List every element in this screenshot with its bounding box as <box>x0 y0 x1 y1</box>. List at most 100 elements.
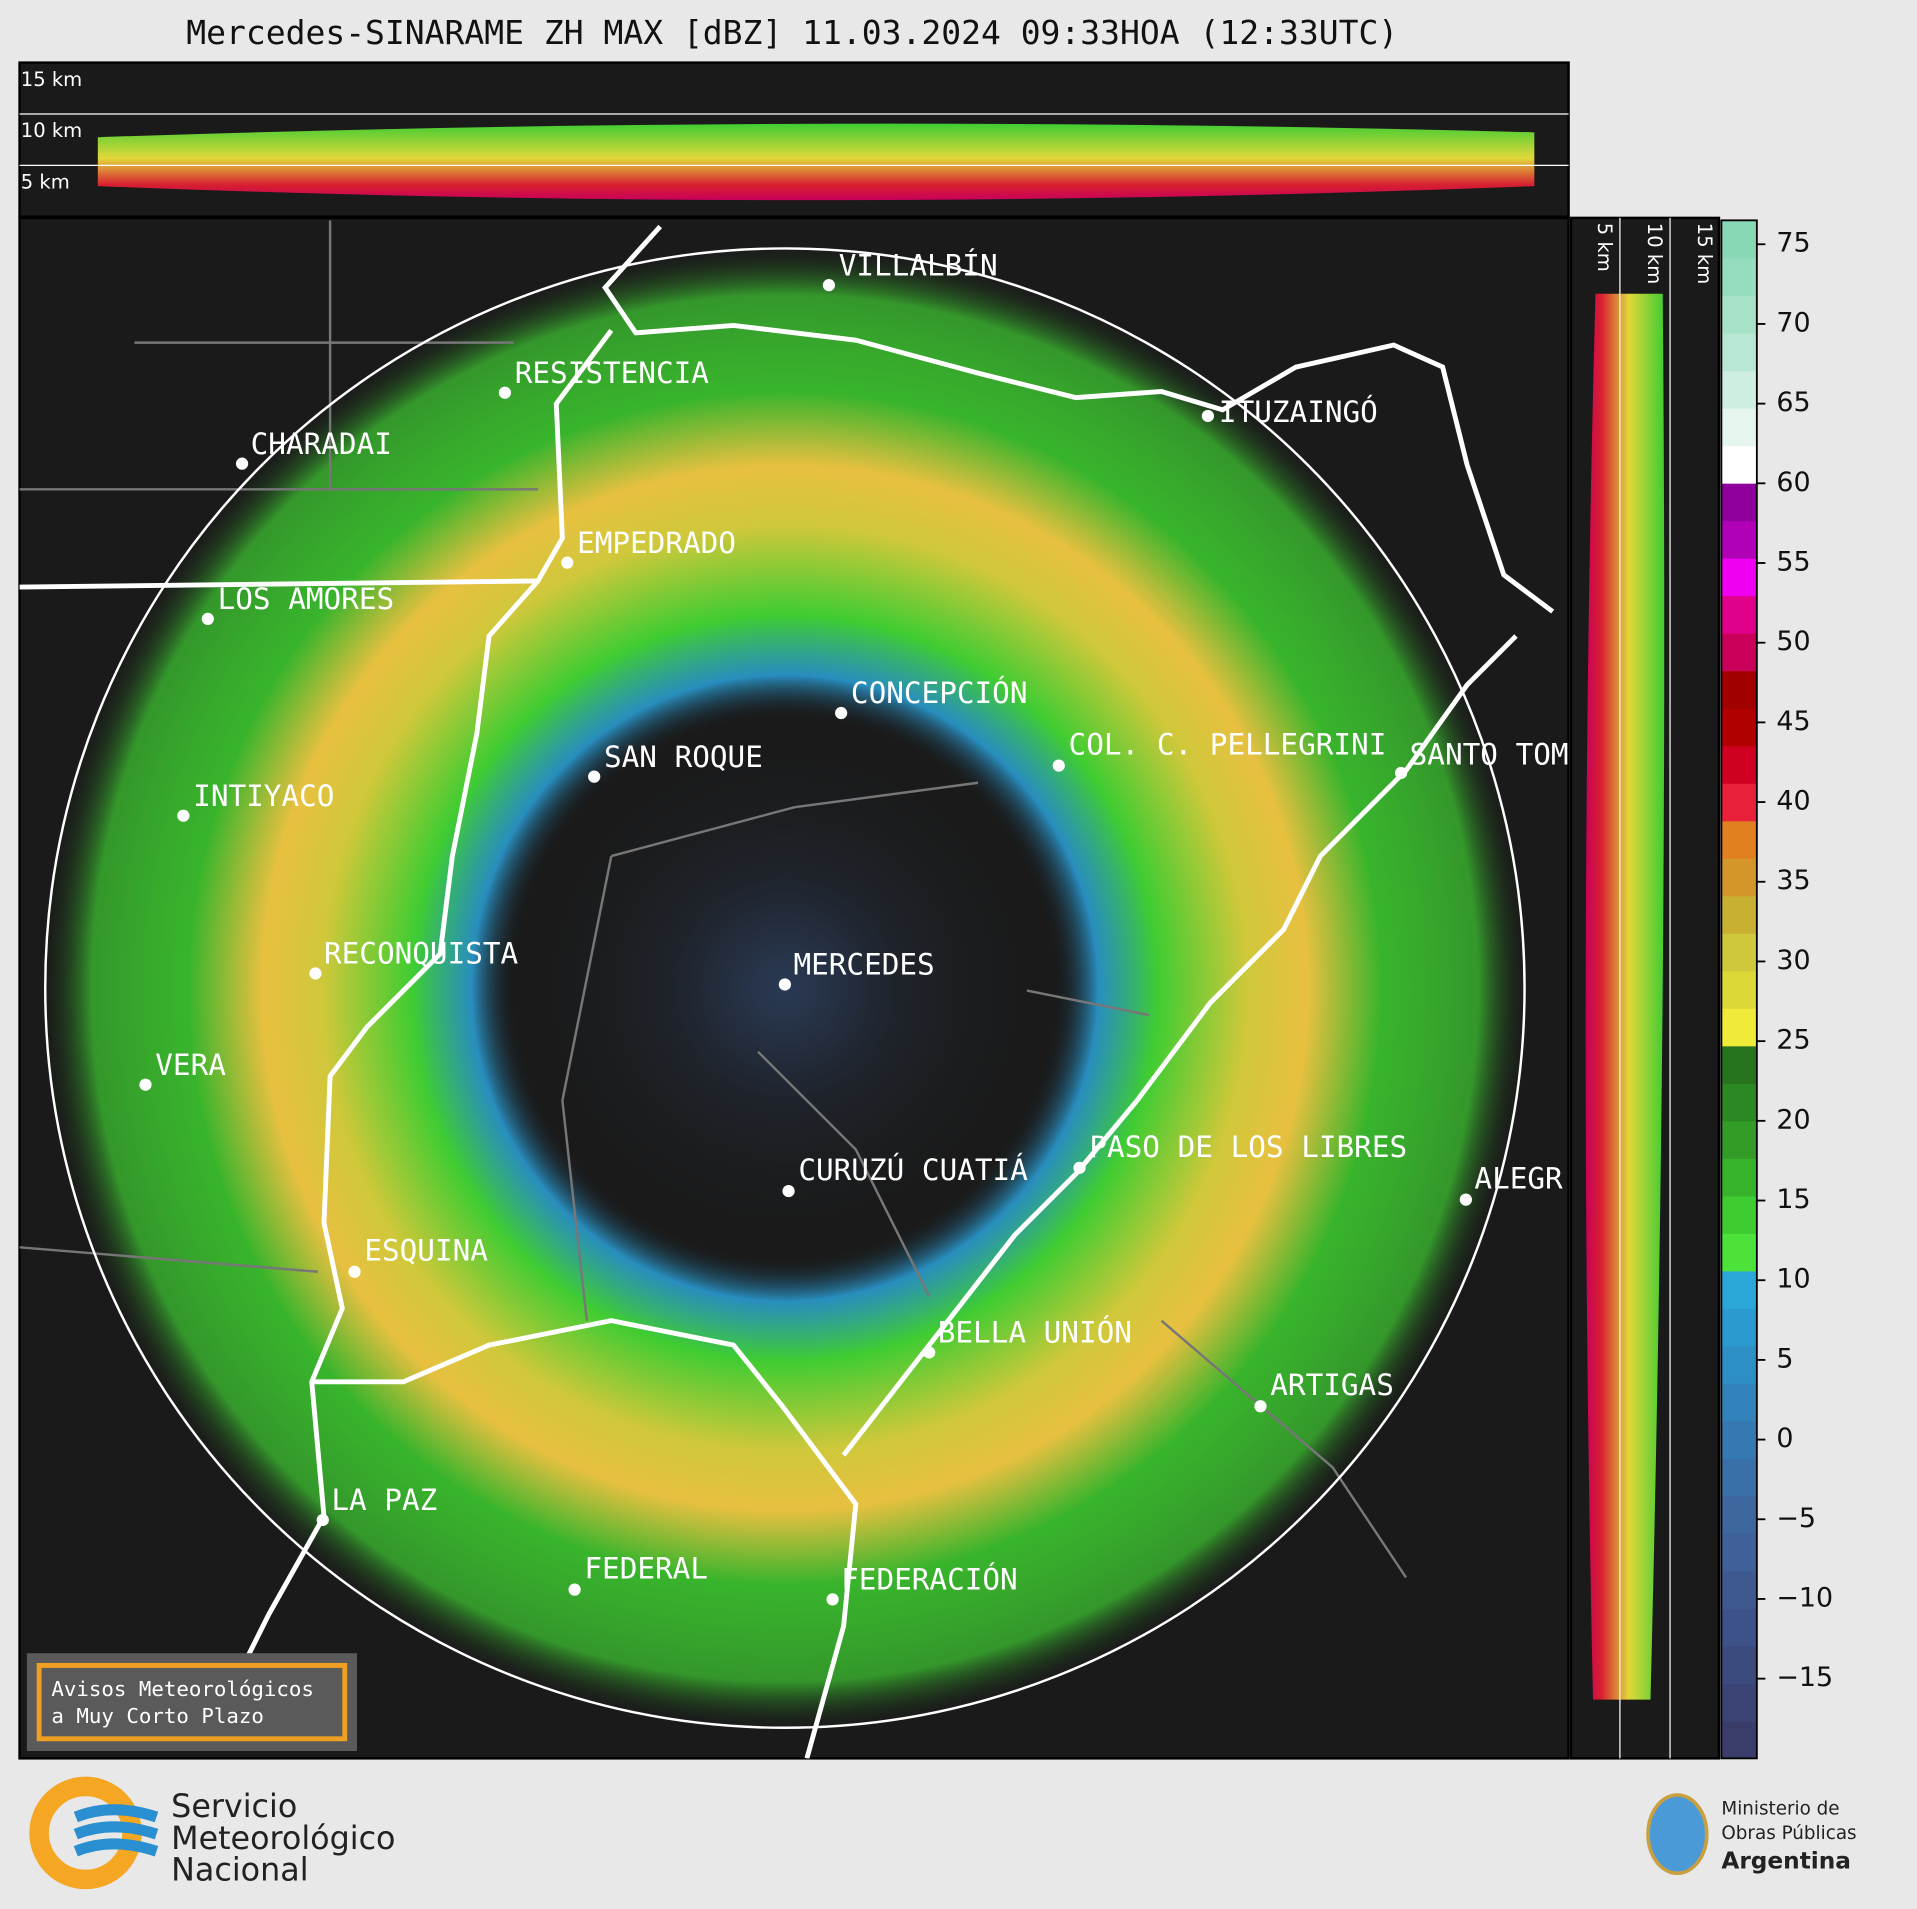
colorbar-band <box>1721 1308 1757 1347</box>
colorbar-band <box>1721 632 1757 672</box>
colorbar-band <box>1721 220 1757 259</box>
city-dot <box>778 978 792 991</box>
warning-box-bg <box>26 1653 357 1752</box>
colorbar-tick-label: −15 <box>1776 1662 1833 1693</box>
colorbar-band <box>1721 295 1757 334</box>
city-label: INTIYACO <box>193 779 334 813</box>
logo-text: Servicio <box>171 1789 297 1825</box>
warning-text: a Muy Corto Plazo <box>51 1704 264 1728</box>
city-dot <box>588 770 601 783</box>
colorbar-band <box>1721 670 1757 709</box>
colorbar-tick-label: 45 <box>1776 706 1810 737</box>
city-dot <box>348 1265 361 1278</box>
colorbar-band <box>1721 407 1757 447</box>
cities: VILLALBÍN RESISTENCIA CHARADAI EMPEDRADO… <box>139 247 1569 1606</box>
colorbar-band <box>1721 1270 1757 1309</box>
colorbar-band <box>1721 257 1757 297</box>
colorbar-tick-label: 10 <box>1776 1264 1810 1295</box>
colorbar-tick-label: 70 <box>1776 307 1810 338</box>
colorbar-band <box>1721 520 1757 559</box>
warning-text: Avisos Meteorológicos <box>51 1677 314 1701</box>
colorbar-band <box>1721 1045 1757 1084</box>
city-dot <box>177 809 190 822</box>
colorbar-band <box>1721 557 1757 597</box>
colorbar-band <box>1721 820 1757 859</box>
city-label: VILLALBÍN <box>839 247 998 282</box>
range-ring <box>44 247 1526 1730</box>
km-label: 15 km <box>21 68 82 91</box>
colorbar-tick-label: 30 <box>1776 945 1810 976</box>
colorbar-band <box>1721 332 1757 372</box>
city-dot <box>561 556 574 569</box>
logo-text: Meteorológico <box>171 1821 395 1857</box>
city-label: FEDERACIÓN <box>841 1561 1018 1597</box>
km-label: 10 km <box>21 119 82 142</box>
city-label: BELLA UNIÓN <box>938 1314 1132 1350</box>
map-layer: VILLALBÍN RESISTENCIA CHARADAI EMPEDRADO… <box>19 220 1569 1759</box>
city-dot <box>568 1583 581 1596</box>
top-echo <box>97 123 1535 201</box>
city-label: EMPEDRADO <box>577 526 736 560</box>
colorbar-band <box>1721 1458 1757 1497</box>
colorbar-band <box>1721 1008 1757 1047</box>
logo-text: Ministerio de <box>1721 1799 1839 1820</box>
colorbar-tick-label: 15 <box>1776 1184 1810 1215</box>
colorbar-band <box>1721 1683 1757 1722</box>
city-dot <box>235 457 249 470</box>
km-label: 10 km <box>1643 223 1666 284</box>
colorbar-band <box>1721 1533 1757 1572</box>
colorbar-band <box>1721 1083 1757 1122</box>
colorbar-band <box>1721 1120 1757 1159</box>
colorbar-band <box>1721 1608 1757 1647</box>
colorbar-tick-label: −10 <box>1776 1582 1833 1613</box>
city-label: RESISTENCIA <box>515 356 710 390</box>
city-dot <box>309 967 322 980</box>
colorbar-band <box>1721 783 1757 822</box>
city-dot <box>1459 1193 1472 1206</box>
city-label: RECONQUISTA <box>324 937 519 971</box>
city-label: CHARADAI <box>251 427 392 461</box>
title: Mercedes-SINARAME ZH MAX [dBZ] 11.03.202… <box>186 13 1398 52</box>
city-dot <box>835 706 848 720</box>
city-label: ESQUINA <box>364 1234 488 1268</box>
colorbar-band <box>1721 482 1757 522</box>
km-label: 5 km <box>1593 223 1616 272</box>
city-dot <box>923 1346 936 1359</box>
city-label: CONCEPCIÓN <box>851 674 1028 710</box>
colorbar-tick-label: 25 <box>1776 1025 1810 1056</box>
city-dot <box>498 386 512 399</box>
city-dot <box>1201 409 1215 423</box>
colorbar-tick-label: 65 <box>1776 387 1810 418</box>
colorbar-band <box>1721 1720 1757 1760</box>
city-label: LOS AMORES <box>218 582 395 616</box>
colorbar-tick-label: 35 <box>1776 865 1810 896</box>
colorbar-tick-label: 55 <box>1776 547 1810 578</box>
colorbar-band <box>1721 370 1757 409</box>
city-label: COL. C. PELLEGRINI <box>1069 728 1387 762</box>
colorbar-band <box>1721 1645 1757 1685</box>
city-dot <box>1394 766 1408 780</box>
colorbar-band <box>1721 895 1757 934</box>
smn-logo-waves <box>73 1804 159 1857</box>
colorbar-band <box>1721 933 1757 972</box>
km-label: 5 km <box>21 171 70 194</box>
city-label: ITUZAINGÓ <box>1219 393 1378 429</box>
colorbar-tick-label: 40 <box>1776 786 1810 817</box>
city-label: VERA <box>155 1048 226 1082</box>
colorbar-tick-label: 60 <box>1776 467 1810 498</box>
colorbar-band <box>1721 1233 1757 1272</box>
colorbar-band <box>1721 1195 1757 1234</box>
colorbar-band <box>1721 745 1757 784</box>
city-dot <box>822 279 836 292</box>
colorbar-tick-label: 5 <box>1776 1343 1793 1374</box>
logo-text: Nacional <box>171 1853 308 1889</box>
colorbar-band <box>1721 1345 1757 1384</box>
km-label: 15 km <box>1693 223 1716 284</box>
colorbar-band <box>1721 1420 1757 1459</box>
colorbar-band <box>1721 445 1757 484</box>
colorbar-frame <box>1720 219 1758 1760</box>
city-label: LA PAZ <box>331 1483 437 1517</box>
colorbar-band <box>1721 1570 1757 1610</box>
city-label: CURUZÚ CUATIÁ <box>798 1151 1028 1187</box>
